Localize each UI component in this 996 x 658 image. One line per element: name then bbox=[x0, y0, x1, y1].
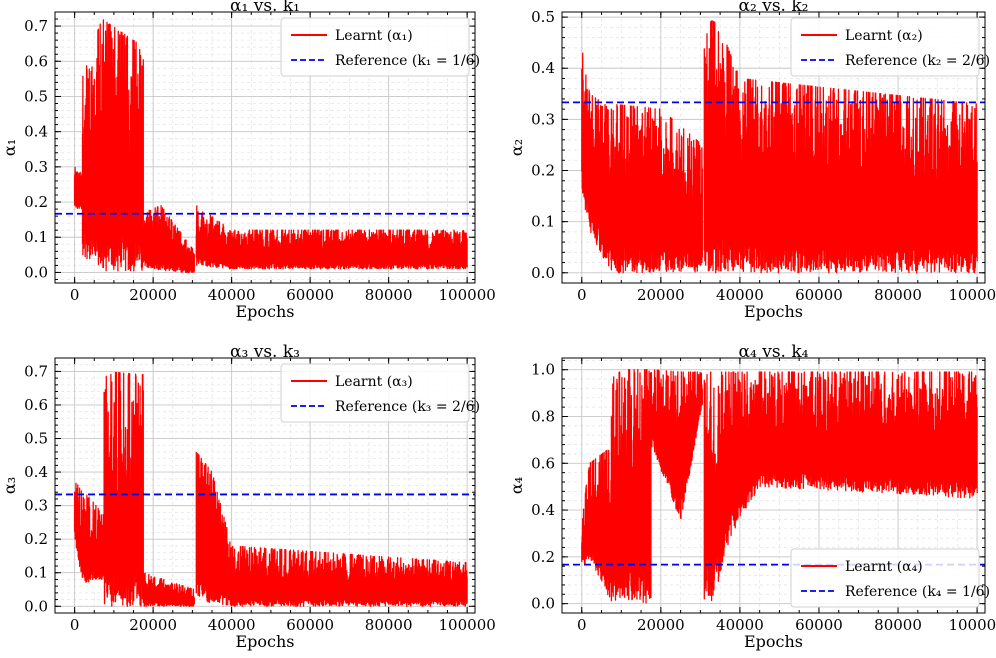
y-tick-label: 0.1 bbox=[531, 213, 555, 231]
chart-title: α₃ vs. k₃ bbox=[230, 342, 300, 362]
legend-label: Learnt (α₃) bbox=[335, 374, 413, 390]
x-tick-label: 20000 bbox=[637, 616, 685, 634]
learnt-series-line bbox=[581, 369, 978, 604]
x-tick-label: 0 bbox=[70, 286, 80, 304]
y-tick-label: 0.2 bbox=[24, 530, 48, 548]
y-tick-label: 0.3 bbox=[24, 497, 48, 515]
y-tick-label: 0.8 bbox=[531, 407, 555, 425]
y-tick-label: 0.4 bbox=[24, 123, 48, 141]
x-axis-label: Epochs bbox=[235, 632, 294, 651]
x-tick-label: 0 bbox=[577, 286, 587, 304]
plot-area bbox=[55, 19, 475, 274]
x-tick-label: 20000 bbox=[129, 286, 177, 304]
y-tick-label: 0.0 bbox=[531, 264, 555, 282]
axes-frame bbox=[561, 357, 986, 614]
y-axis-label: α₄ bbox=[507, 477, 526, 494]
chart-title: α₁ vs. k₁ bbox=[230, 0, 300, 16]
x-tick-label: 60000 bbox=[286, 286, 334, 304]
y-axis-label: α₃ bbox=[0, 477, 19, 494]
y-tick-label: 0.3 bbox=[24, 158, 48, 176]
y-tick-label: 0.2 bbox=[531, 162, 555, 180]
x-tick-label: 100000 bbox=[948, 286, 996, 304]
x-axis-label: Epochs bbox=[744, 632, 803, 651]
x-tick-label: 80000 bbox=[365, 286, 413, 304]
x-tick-label: 0 bbox=[70, 616, 80, 634]
x-tick-label: 20000 bbox=[129, 616, 177, 634]
y-tick-label: 0.4 bbox=[531, 59, 555, 77]
chart-panel-3: 0 20000 40000 60000 80000 100000 0.0 0.1 0.2 0.3 0… bbox=[0, 342, 496, 651]
x-tick-label: 80000 bbox=[365, 616, 413, 634]
plot-area bbox=[55, 371, 475, 607]
learnt-series-line bbox=[73, 19, 468, 274]
legend: Learnt (α₁) Reference (k₁ = 1/6) bbox=[280, 17, 480, 77]
legend-label: Reference (k₃ = 2/6) bbox=[335, 399, 480, 415]
chart-panel-2: 0 20000 40000 60000 80000 100000 0.0 0.1 0.2 0.3 0… bbox=[507, 0, 996, 321]
y-tick-label: 0.1 bbox=[24, 564, 48, 582]
x-tick-label: 40000 bbox=[208, 616, 256, 634]
axes-frame bbox=[561, 11, 986, 284]
x-tick-label: 60000 bbox=[286, 616, 334, 634]
y-axis-label: α₁ bbox=[0, 139, 19, 156]
y-tick-label: 0.0 bbox=[24, 263, 48, 281]
learnt-series-line bbox=[581, 20, 978, 274]
y-tick-label: 0.6 bbox=[24, 52, 48, 70]
plot-area bbox=[562, 20, 985, 274]
legend-label: Reference (k₁ = 1/6) bbox=[335, 53, 480, 69]
axes-frame bbox=[54, 11, 476, 284]
y-tick-label: 0.2 bbox=[24, 193, 48, 211]
chart-panel-4: 0 20000 40000 60000 80000 100000 0.0 0.2 0.4 0.6 0… bbox=[507, 342, 996, 651]
legend-box bbox=[280, 17, 470, 77]
x-tick-label: 80000 bbox=[874, 616, 922, 634]
y-tick-label: 0.6 bbox=[531, 454, 555, 472]
y-tick-label: 0.4 bbox=[531, 501, 555, 519]
x-tick-label: 40000 bbox=[716, 616, 764, 634]
x-tick-label: 60000 bbox=[795, 286, 843, 304]
legend-box bbox=[790, 548, 980, 608]
legend-label: Learnt (α₁) bbox=[335, 28, 413, 44]
y-tick-label: 0.3 bbox=[531, 110, 555, 128]
y-tick-label: 0.4 bbox=[24, 463, 48, 481]
legend-label: Reference (k₄ = 1/6) bbox=[845, 584, 990, 600]
legend-label: Learnt (α₄) bbox=[845, 559, 923, 575]
legend: Learnt (α₄) Reference (k₄ = 1/6) bbox=[790, 548, 990, 608]
learnt-series-line bbox=[73, 371, 468, 607]
legend-box bbox=[280, 363, 470, 423]
y-tick-label: 0.7 bbox=[24, 362, 48, 380]
x-tick-label: 100000 bbox=[439, 286, 496, 304]
x-tick-label: 40000 bbox=[716, 286, 764, 304]
x-tick-label: 40000 bbox=[208, 286, 256, 304]
x-tick-label: 20000 bbox=[637, 286, 685, 304]
legend: Learnt (α₃) Reference (k₃ = 2/6) bbox=[280, 363, 480, 423]
y-tick-label: 0.1 bbox=[24, 228, 48, 246]
y-tick-label: 0.5 bbox=[24, 87, 48, 105]
chart-panel-1: 0 20000 40000 60000 80000 100000 0.0 0.1 0.2 0.3 0… bbox=[0, 0, 496, 321]
x-axis-label: Epochs bbox=[744, 302, 803, 321]
y-tick-label: 0.5 bbox=[531, 8, 555, 26]
legend-box bbox=[790, 17, 980, 77]
x-tick-label: 60000 bbox=[795, 616, 843, 634]
chart-title: α₂ vs. k₂ bbox=[739, 0, 809, 16]
x-tick-label: 100000 bbox=[948, 616, 996, 634]
y-tick-label: 0.6 bbox=[24, 396, 48, 414]
y-tick-label: 0.5 bbox=[24, 430, 48, 448]
y-tick-label: 0.0 bbox=[531, 595, 555, 613]
y-tick-label: 1.0 bbox=[531, 361, 555, 379]
y-tick-label: 0.0 bbox=[24, 597, 48, 615]
x-axis-label: Epochs bbox=[235, 302, 294, 321]
legend: Learnt (α₂) Reference (k₂ = 2/6) bbox=[790, 17, 990, 77]
y-tick-label: 0.2 bbox=[531, 548, 555, 566]
x-tick-label: 100000 bbox=[439, 616, 496, 634]
y-axis-label: α₂ bbox=[507, 139, 526, 156]
chart-title: α₄ vs. k₄ bbox=[739, 342, 809, 362]
legend-label: Reference (k₂ = 2/6) bbox=[845, 53, 990, 69]
x-tick-label: 0 bbox=[577, 616, 587, 634]
legend-label: Learnt (α₂) bbox=[845, 28, 923, 44]
x-tick-label: 80000 bbox=[874, 286, 922, 304]
y-tick-label: 0.7 bbox=[24, 17, 48, 35]
